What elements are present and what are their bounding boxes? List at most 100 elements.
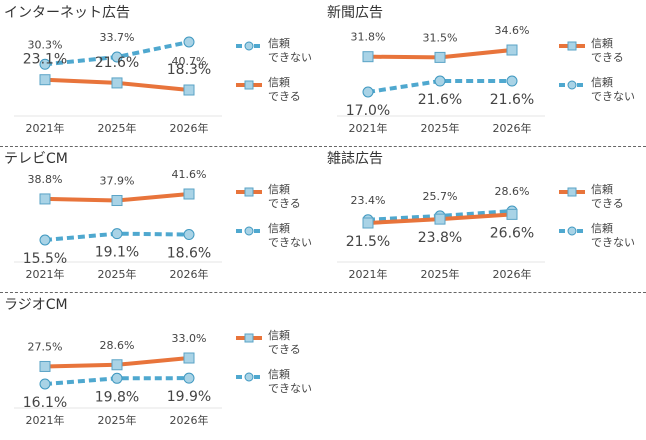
chart2-legend-trust-label-line1: 信頼: [591, 37, 613, 50]
chart4-legend-trust-label-line2: できる: [591, 197, 624, 210]
chart5-trust-point: [39, 360, 51, 372]
chart4-x-tick-label: 2025年: [421, 267, 460, 281]
chart2-title: 新聞広告: [327, 5, 383, 21]
chart3-trust-data-label: 37.9%: [100, 175, 135, 188]
chart4-legend-distrust-marker: [567, 226, 577, 236]
chart5-distrust-data-label: 16.1%: [23, 395, 67, 411]
chart2-legend-trust-label-line2: できる: [591, 51, 624, 64]
chart1-legend-trust-label-line1: 信頼: [268, 76, 290, 89]
chart5-legend-trust-marker: [244, 333, 254, 343]
chart4-trust-data-label: 26.6%: [490, 225, 534, 241]
chart3-distrust-data-label: 19.1%: [95, 245, 139, 261]
chart5-legend-trust-label-line1: 信頼: [268, 329, 290, 342]
chart1-distrust-data-label: 33.7%: [100, 31, 135, 44]
chart2-distrust-data-label: 21.6%: [418, 92, 462, 108]
chart4-trust-data-label: 21.5%: [346, 234, 390, 250]
chart3-trust-point: [183, 188, 195, 200]
chart4-distrust-data-label: 23.4%: [351, 194, 386, 207]
chart5-distrust-point: [183, 372, 195, 384]
chart2-distrust-point: [362, 86, 374, 98]
chart5-title: ラジオCM: [4, 297, 68, 313]
chart2-trust-point: [506, 44, 518, 56]
chart1-trust-point: [111, 77, 123, 89]
chart1-x-tick-label: 2025年: [98, 121, 137, 135]
chart3-trust-point: [111, 195, 123, 207]
chart5-distrust-point: [39, 378, 51, 390]
chart5-distrust-data-label: 19.9%: [167, 389, 211, 405]
chart2-legend-distrust-label-line1: 信頼: [591, 76, 613, 89]
chart3-distrust-point: [183, 229, 195, 241]
chart3-legend-distrust-label-line2: できない: [268, 236, 312, 249]
chart2-legend-distrust-marker: [567, 80, 577, 90]
chart2-x-tick-label: 2021年: [349, 121, 388, 135]
chart2-trust-point: [362, 51, 374, 63]
chart5-distrust-data-label: 19.8%: [95, 389, 139, 405]
chart1-x-tick-label: 2026年: [170, 121, 209, 135]
chart4-trust-point: [506, 208, 518, 220]
chart4-distrust-data-label: 28.6%: [495, 185, 530, 198]
chart1-distrust-point: [39, 58, 51, 70]
chart1-trust-point: [39, 74, 51, 86]
chart4-trust-data-label: 23.8%: [418, 230, 462, 246]
chart5-trust-point: [183, 352, 195, 364]
chart5-trust-point: [111, 359, 123, 371]
chart1-distrust-data-label: 40.7%: [172, 55, 207, 68]
chart3-x-tick-label: 2021年: [26, 267, 65, 281]
chart5-x-tick-label: 2021年: [26, 413, 65, 427]
section-divider-2: [0, 292, 646, 293]
chart1-trust-data-label: 23.1%: [23, 52, 67, 68]
chart3-legend-trust-label-line2: できる: [268, 197, 301, 210]
chart1-legend-distrust-label-line1: 信頼: [268, 37, 290, 50]
chart4-legend-trust-marker: [567, 187, 577, 197]
chart5-legend-trust-label-line2: できる: [268, 343, 301, 356]
chart4-distrust-data-label: 25.7%: [423, 190, 458, 203]
chart1-legend-trust-label-line2: できる: [268, 90, 301, 103]
chart2-x-tick-label: 2026年: [493, 121, 532, 135]
chart5-trust-data-label: 33.0%: [172, 332, 207, 345]
chart2-legend-trust-marker: [567, 41, 577, 51]
chart3-distrust-data-label: 18.6%: [167, 246, 211, 262]
chart5-legend-distrust-label-line1: 信頼: [268, 368, 290, 381]
chart2-distrust-data-label: 17.0%: [346, 103, 390, 119]
chart3-x-tick-label: 2026年: [170, 267, 209, 281]
chart1-trust-point: [183, 84, 195, 96]
chart4-legend-distrust-label-line1: 信頼: [591, 222, 613, 235]
chart4-legend-distrust-label-line2: できない: [591, 236, 635, 249]
chart2-x-tick-label: 2025年: [421, 121, 460, 135]
chart3-trust-data-label: 38.8%: [28, 173, 63, 186]
chart1-title: インターネット広告: [4, 5, 130, 21]
chart5-distrust-point: [111, 372, 123, 384]
chart1-trust-data-label: 18.3%: [167, 62, 211, 78]
chart4-x-tick-label: 2021年: [349, 267, 388, 281]
chart4-trust-point: [434, 213, 446, 225]
chart1-distrust-point: [183, 36, 195, 48]
chart2-distrust-point: [434, 75, 446, 87]
chart5-legend-distrust-marker: [244, 372, 254, 382]
chart4-legend-trust-label-line1: 信頼: [591, 183, 613, 196]
chart3-trust-point: [39, 193, 51, 205]
chart5-x-tick-label: 2026年: [170, 413, 209, 427]
chart2-trust-data-label: 34.6%: [495, 24, 530, 37]
chart1-distrust-point: [111, 51, 123, 63]
chart5-legend-distrust-label-line2: できない: [268, 382, 312, 395]
chart2-trust-point: [434, 51, 446, 63]
chart3-title: テレビCM: [4, 151, 68, 167]
chart3-legend-trust-marker: [244, 187, 254, 197]
chart4-title: 雑誌広告: [327, 151, 383, 167]
chart3-distrust-point: [111, 228, 123, 240]
chart5-x-tick-label: 2025年: [98, 413, 137, 427]
chart1-legend-distrust-marker: [244, 41, 254, 51]
chart3-trust-data-label: 41.6%: [172, 168, 207, 181]
chart3-distrust-data-label: 15.5%: [23, 251, 67, 267]
chart2-trust-data-label: 31.8%: [351, 31, 386, 44]
chart4-trust-point: [362, 217, 374, 229]
section-divider-1: [0, 146, 646, 147]
chart1-x-tick-label: 2021年: [26, 121, 65, 135]
chart3-legend-distrust-label-line1: 信頼: [268, 222, 290, 235]
chart2-legend-distrust-label-line2: できない: [591, 90, 635, 103]
chart3-legend-trust-label-line1: 信頼: [268, 183, 290, 196]
chart2-distrust-data-label: 21.6%: [490, 92, 534, 108]
chart5-trust-data-label: 27.5%: [28, 340, 63, 353]
chart1-legend-trust-marker: [244, 80, 254, 90]
